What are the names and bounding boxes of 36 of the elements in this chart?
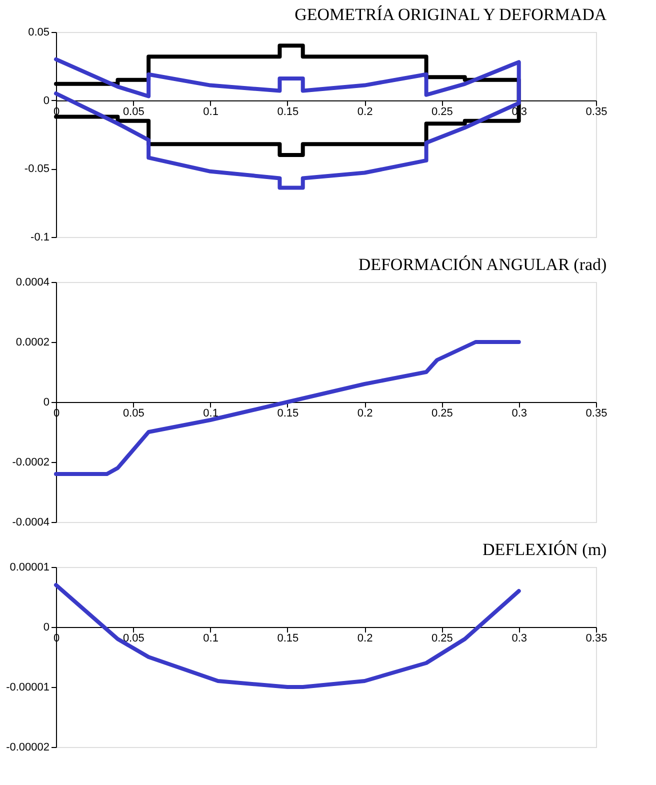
y-tick-label: -0.00002 [6,742,50,754]
y-tick-label: -0.00001 [6,682,50,694]
x-tick-label: 0.2 [357,106,373,118]
x-tick-label: 0.3 [512,632,528,644]
x-tick-label: 0.15 [277,408,299,420]
y-tick-label: 0 [43,622,50,634]
x-tick-label: 0.35 [586,106,608,118]
y-tick-label: -0.0004 [12,516,50,528]
x-tick-label: 0.25 [432,408,453,420]
y-tick-label: 0.00001 [10,562,50,574]
x-tick-label: 0.25 [432,632,453,644]
x-tick-label: 0.15 [277,632,299,644]
x-tick-label: 0.05 [122,632,144,644]
x-tick-label: 0.15 [277,106,299,118]
chart-title: DEFLEXIÓN (m) [482,540,607,559]
x-tick-label: 0.3 [512,408,528,420]
y-tick-label: -0.05 [24,163,50,176]
y-tick-label: 0.0004 [16,276,50,288]
y-tick-label: 0.05 [28,26,50,38]
x-tick-label: 0.1 [203,408,218,420]
y-tick-label: 0.0002 [16,336,50,348]
x-tick-label: 0.35 [586,408,608,420]
chart-title: GEOMETRÍA ORIGINAL Y DEFORMADA [294,5,608,24]
x-tick-label: 0.05 [122,408,144,420]
y-tick-label: -0.1 [30,232,50,244]
x-tick-label: 0.2 [357,632,373,644]
x-tick-label: 0.05 [122,106,144,118]
x-tick-label: 0.1 [203,106,218,118]
x-tick-label: 0.1 [203,632,218,644]
y-tick-label: 0 [43,396,50,408]
y-tick-label: -0.0002 [12,456,50,468]
chart-title: DEFORMACIÓN ANGULAR (rad) [358,255,607,274]
y-tick-label: 0 [43,94,50,107]
x-tick-label: 0.2 [357,408,373,420]
x-tick-label: 0.25 [432,106,453,118]
x-tick-label: 0.35 [586,632,608,644]
